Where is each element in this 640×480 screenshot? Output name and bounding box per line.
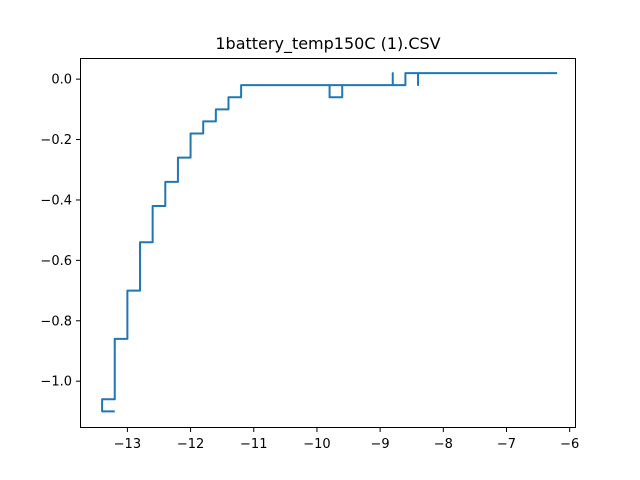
series-layer (101, 72, 558, 413)
x-tick-label: −11 (240, 437, 267, 452)
x-tick-label: −10 (303, 437, 330, 452)
x-tick-label: −9 (371, 437, 390, 452)
y-tick-label: −0.8 (40, 314, 72, 329)
y-tick-label: −0.2 (40, 133, 72, 148)
y-tick-label: −1.0 (40, 375, 72, 390)
x-tick-label: −12 (177, 437, 204, 452)
x-axis: −13 −12 −11 −10 −9 −8 −7 −6 (114, 428, 579, 452)
axes-frame (80, 58, 576, 428)
x-tick-label: −7 (497, 437, 516, 452)
x-tick-label: −13 (114, 437, 141, 452)
chart-title: 1battery_temp150C (1).CSV (215, 34, 440, 54)
x-tick-label: −6 (560, 437, 579, 452)
y-tick-label: −0.6 (40, 254, 72, 269)
y-axis: 0.0 −0.2 −0.4 −0.6 −0.8 −1.0 (40, 73, 80, 390)
x-tick-label: −8 (434, 437, 453, 452)
y-tick-label: −0.4 (40, 193, 72, 208)
y-tick-label: 0.0 (51, 73, 72, 88)
series-line-1 (101, 72, 558, 413)
